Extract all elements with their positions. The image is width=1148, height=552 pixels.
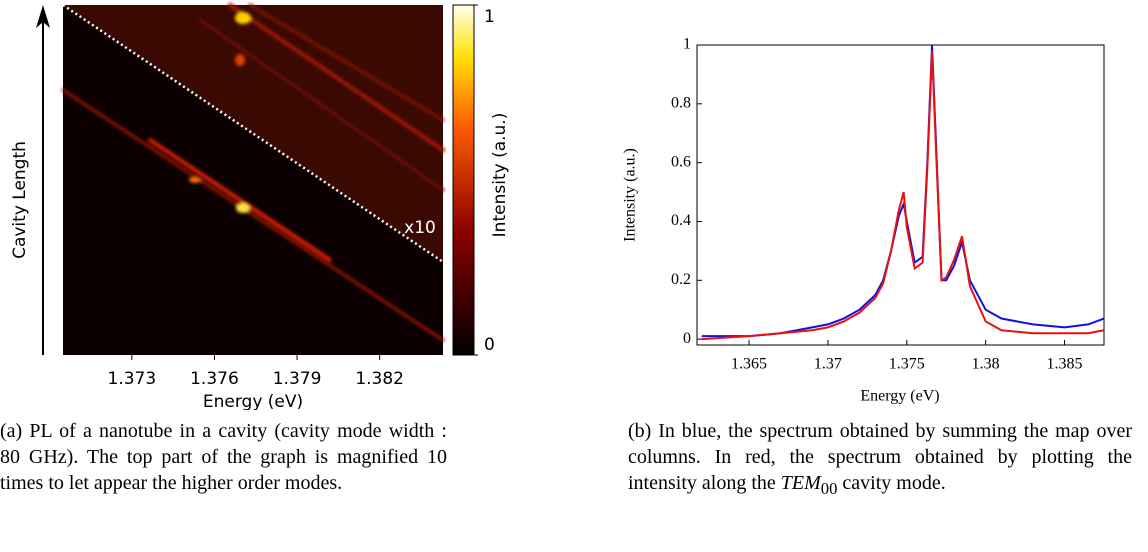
caption-text: (b) In blue, the spectrum obtained by su…	[628, 420, 1132, 494]
colorbar-label: Intensity (a.u.)	[490, 113, 510, 238]
plot-frame	[696, 44, 1105, 346]
y-tick-label: 0	[683, 330, 691, 347]
y-tick-label: 0.8	[671, 94, 691, 111]
caption-a: (a) PL of a nanotube in a cavity (cavity…	[0, 420, 447, 494]
colorbar-tick-label: 1	[484, 7, 495, 27]
y-axis-label: Cavity Length	[10, 141, 30, 259]
caption-math: TEM	[780, 472, 821, 494]
y-tick-label: 0.4	[671, 212, 691, 229]
line-series	[701, 50, 1105, 341]
x-tick-label: 1.38	[972, 356, 1000, 373]
heatmap-image	[61, 3, 475, 356]
x-tick-label: 1.373	[108, 369, 157, 389]
x-tick-label: 1.379	[273, 369, 322, 389]
y-axis-label: Intensity (a.u.)	[622, 148, 639, 242]
arrow-head	[36, 5, 50, 28]
annotation: x10	[404, 218, 436, 238]
caption-subscript: 00	[820, 479, 838, 498]
x-tick-label: 1.365	[731, 356, 767, 373]
caption-text: cavity mode.	[837, 472, 946, 494]
x-tick-label: 1.375	[889, 356, 925, 373]
figure: x10 Energy (eV) Cavity Length Intensity …	[10, 3, 1105, 410]
x-axis-label: Energy (eV)	[860, 388, 939, 405]
x-tick-label: 1.37	[814, 356, 842, 373]
colorbar-tick-label: 0	[484, 335, 495, 355]
y-tick-label: 1	[683, 36, 691, 53]
caption-b: (b) In blue, the spectrum obtained by su…	[628, 418, 1132, 502]
x-tick-label: 1.385	[1047, 356, 1083, 373]
line-series	[701, 44, 1105, 338]
x-axis-label: Energy (eV)	[203, 392, 303, 410]
y-tick-label: 0.2	[671, 271, 691, 288]
x-tick-label: 1.382	[355, 369, 404, 389]
y-tick-label: 0.6	[671, 153, 691, 170]
x-tick-label: 1.376	[190, 369, 239, 389]
